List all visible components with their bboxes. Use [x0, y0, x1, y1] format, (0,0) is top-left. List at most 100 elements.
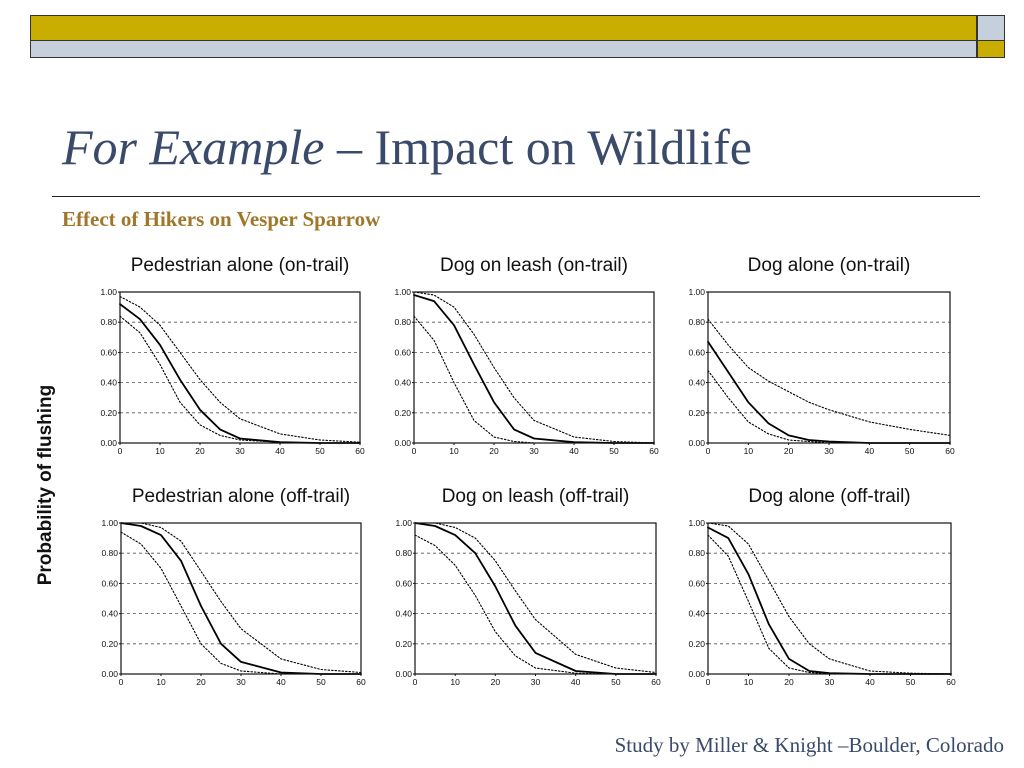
- panel-frame: [413, 291, 655, 444]
- y-tick-label: 0.20: [688, 639, 705, 649]
- x-tick-label: 50: [316, 677, 326, 687]
- y-tick-label: 0.20: [394, 408, 411, 418]
- panel-title: Pedestrian alone (off-trail): [132, 486, 350, 507]
- series-line-dotted: [414, 522, 657, 674]
- decor-square-top: [977, 15, 1005, 41]
- y-tick-label: 0.60: [394, 347, 411, 357]
- y-tick-label: 1.00: [688, 518, 705, 528]
- x-tick-label: 10: [744, 446, 754, 456]
- y-tick-label: 0.20: [688, 408, 705, 418]
- x-tick-label: 0: [706, 677, 711, 687]
- y-tick-label: 0.60: [101, 578, 118, 588]
- slide-subtitle: Effect of Hikers on Vesper Sparrow: [62, 207, 381, 231]
- slide-title: For Example – Impact on Wildlife: [62, 118, 752, 176]
- x-tick-label: 20: [489, 446, 499, 456]
- x-tick-label: 10: [156, 677, 166, 687]
- y-tick-label: 0.80: [688, 548, 705, 558]
- series-line-dotted: [707, 534, 952, 675]
- y-tick-label: 0.40: [100, 378, 117, 388]
- y-tick-label: 0.00: [101, 669, 118, 679]
- y-tick-label: 0.00: [688, 669, 705, 679]
- x-tick-label: 0: [706, 446, 711, 456]
- panel-title: Dog on leash (off-trail): [442, 486, 630, 507]
- x-tick-label: 30: [824, 446, 834, 456]
- y-tick-label: 0.40: [688, 609, 705, 619]
- decor-gold-band: [30, 15, 977, 41]
- series-line-solid: [414, 522, 657, 675]
- x-tick-label: 40: [275, 446, 285, 456]
- x-tick-label: 10: [450, 677, 460, 687]
- x-tick-label: 40: [571, 677, 581, 687]
- x-tick-label: 60: [945, 446, 955, 456]
- study-credit: Study by Miller & Knight –Boulder, Color…: [614, 733, 1004, 757]
- title-divider: [52, 196, 980, 197]
- x-tick-label: 50: [611, 677, 621, 687]
- x-tick-label: 20: [784, 677, 794, 687]
- x-tick-label: 10: [449, 446, 459, 456]
- y-tick-label: 0.80: [394, 317, 411, 327]
- x-tick-label: 40: [569, 446, 579, 456]
- slide-title-italic: For Example: [62, 119, 325, 175]
- series-line-solid: [707, 340, 951, 444]
- x-tick-label: 60: [649, 446, 659, 456]
- x-tick-label: 50: [315, 446, 325, 456]
- series-line-dotted: [707, 369, 951, 444]
- decor-square-bottom: [977, 41, 1005, 58]
- y-tick-label: 0.00: [688, 438, 705, 448]
- decor-steel-band: [30, 41, 977, 58]
- series-line-dotted: [119, 295, 361, 443]
- series-line-solid: [119, 303, 361, 444]
- y-tick-label: 0.40: [394, 378, 411, 388]
- x-tick-label: 20: [491, 677, 501, 687]
- series-line-dotted: [119, 315, 361, 444]
- y-tick-label: 0.20: [101, 639, 118, 649]
- x-tick-label: 30: [529, 446, 539, 456]
- x-tick-label: 30: [531, 677, 541, 687]
- x-tick-label: 50: [906, 677, 916, 687]
- panel-frame: [707, 522, 952, 675]
- x-tick-label: 40: [865, 677, 875, 687]
- series-line-solid: [707, 526, 952, 675]
- y-tick-label: 1.00: [394, 287, 411, 297]
- y-tick-label: 0.00: [100, 438, 117, 448]
- x-tick-label: 20: [784, 446, 794, 456]
- y-tick-label: 0.80: [395, 548, 412, 558]
- series-line-solid: [120, 522, 362, 675]
- y-tick-label: 0.60: [688, 347, 705, 357]
- x-tick-label: 30: [235, 446, 245, 456]
- series-line-dotted: [707, 522, 952, 675]
- series-line-dotted: [413, 291, 655, 444]
- x-tick-label: 40: [276, 677, 286, 687]
- y-tick-label: 0.80: [100, 317, 117, 327]
- y-tick-label: 0.60: [395, 578, 412, 588]
- series-line-dotted: [414, 534, 657, 675]
- series-line-dotted: [707, 318, 951, 436]
- x-tick-label: 50: [609, 446, 619, 456]
- x-tick-label: 30: [236, 677, 246, 687]
- y-tick-label: 0.20: [100, 408, 117, 418]
- y-tick-label: 1.00: [688, 287, 705, 297]
- y-tick-label: 0.00: [394, 438, 411, 448]
- panel-title: Dog alone (off-trail): [748, 486, 910, 507]
- panel-frame: [120, 522, 362, 675]
- y-tick-label: 0.20: [395, 639, 412, 649]
- panel-title: Pedestrian alone (on-trail): [131, 255, 350, 276]
- y-tick-label: 0.60: [100, 347, 117, 357]
- y-tick-label: 0.80: [101, 548, 118, 558]
- y-tick-label: 0.60: [688, 578, 705, 588]
- y-tick-label: 0.00: [395, 669, 412, 679]
- x-tick-label: 40: [865, 446, 875, 456]
- x-tick-label: 0: [119, 677, 124, 687]
- x-tick-label: 60: [356, 677, 366, 687]
- x-tick-label: 30: [825, 677, 835, 687]
- x-tick-label: 60: [946, 677, 956, 687]
- x-tick-label: 0: [412, 446, 417, 456]
- y-tick-label: 0.80: [688, 317, 705, 327]
- x-tick-label: 10: [744, 677, 754, 687]
- x-tick-label: 20: [195, 446, 205, 456]
- panel-frame: [119, 291, 361, 444]
- y-tick-label: 0.40: [101, 609, 118, 619]
- x-tick-label: 20: [196, 677, 206, 687]
- series-line-dotted: [120, 522, 362, 674]
